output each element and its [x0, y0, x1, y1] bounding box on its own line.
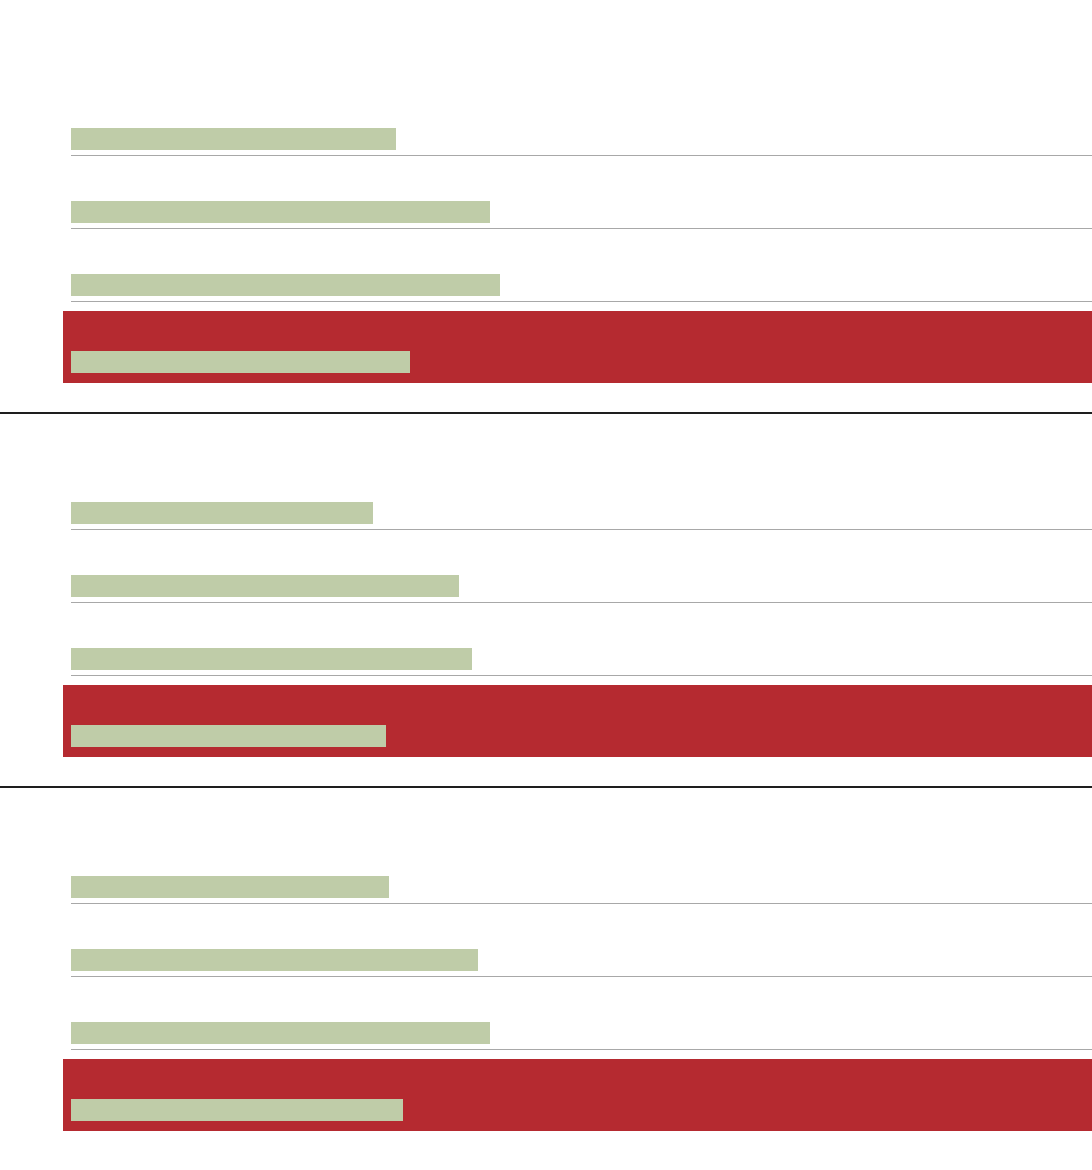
bar	[71, 575, 459, 597]
bar	[71, 876, 389, 898]
bar	[71, 725, 386, 747]
bar	[71, 201, 490, 223]
bar	[71, 351, 410, 373]
bar	[71, 648, 472, 670]
bar	[71, 1022, 490, 1044]
bar	[71, 1099, 403, 1121]
bar	[71, 949, 478, 971]
bar	[71, 128, 396, 150]
bar	[71, 502, 373, 524]
bar	[71, 274, 500, 296]
